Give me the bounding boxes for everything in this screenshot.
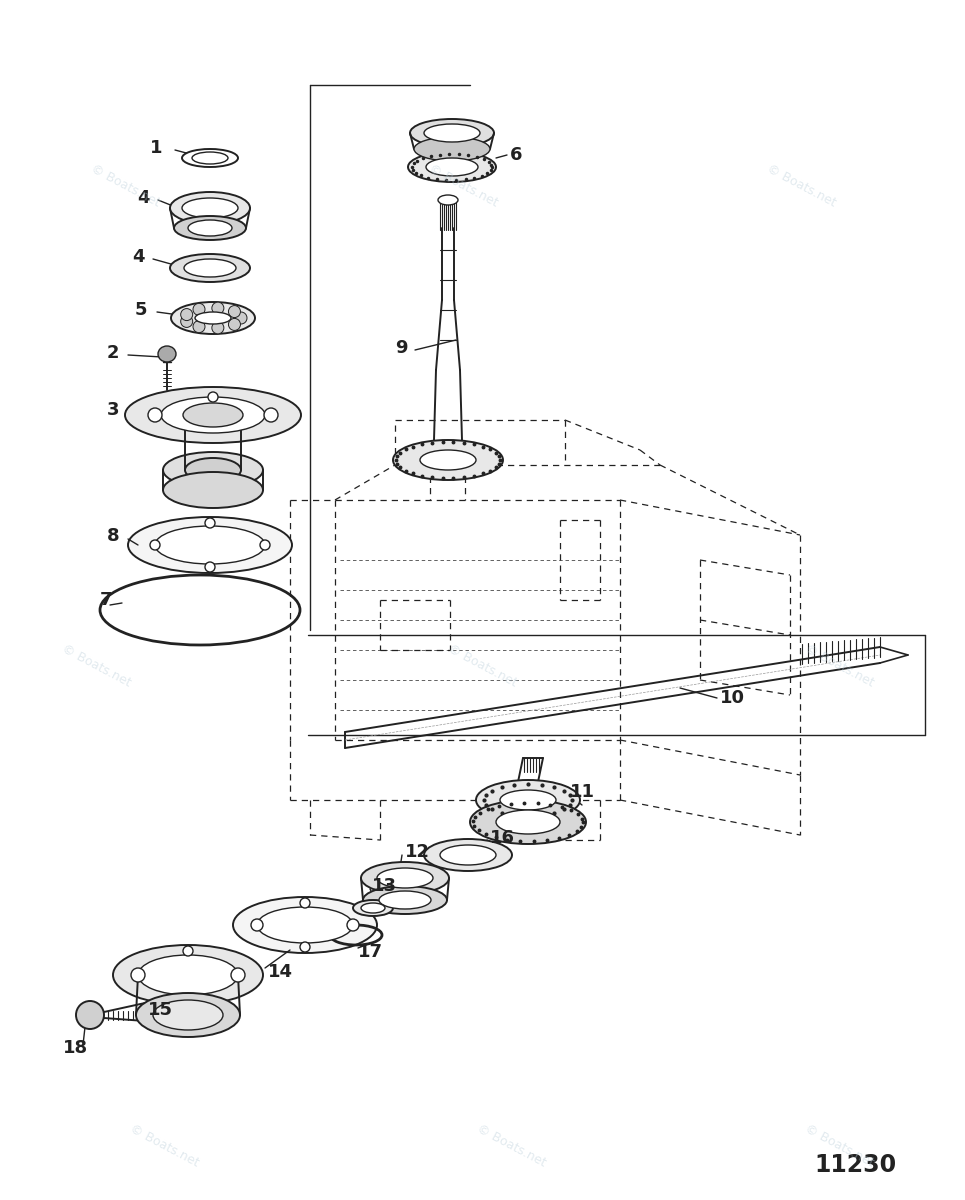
Ellipse shape [393,440,503,480]
Circle shape [235,312,247,324]
Text: 5: 5 [135,301,148,319]
Text: 1: 1 [150,139,162,157]
Ellipse shape [174,216,246,240]
Text: © Boats.net: © Boats.net [475,1122,548,1170]
Ellipse shape [377,868,433,888]
Text: 10: 10 [720,689,745,707]
Circle shape [208,392,218,402]
Circle shape [180,308,193,320]
Text: 11: 11 [570,782,595,802]
Text: 18: 18 [63,1039,88,1057]
Circle shape [131,968,145,982]
Text: 17: 17 [358,943,383,961]
Ellipse shape [414,137,490,161]
Circle shape [76,1001,104,1028]
Text: © Boats.net: © Boats.net [764,162,838,210]
Text: 14: 14 [268,962,293,982]
Ellipse shape [192,152,228,164]
Circle shape [260,540,270,550]
Text: © Boats.net: © Boats.net [803,1122,876,1170]
Ellipse shape [171,302,255,334]
Text: 13: 13 [372,877,397,895]
Ellipse shape [440,845,496,865]
Ellipse shape [195,312,231,324]
Ellipse shape [379,890,431,910]
Ellipse shape [158,346,176,362]
Ellipse shape [136,994,240,1037]
Text: © Boats.net: © Boats.net [60,642,133,690]
Ellipse shape [361,862,449,894]
Ellipse shape [233,898,377,953]
Circle shape [264,408,278,422]
Ellipse shape [163,472,263,508]
Ellipse shape [420,450,476,470]
Ellipse shape [500,790,556,810]
Text: 6: 6 [510,146,522,164]
Ellipse shape [138,955,238,995]
Circle shape [251,919,263,931]
Circle shape [229,306,240,318]
Ellipse shape [183,403,243,427]
Ellipse shape [163,452,263,488]
Ellipse shape [496,810,560,834]
Text: 4: 4 [137,188,150,206]
Ellipse shape [161,397,265,433]
Ellipse shape [353,900,393,916]
Text: 12: 12 [405,842,430,862]
Text: 4: 4 [132,248,145,266]
Circle shape [205,518,215,528]
Circle shape [193,320,205,332]
Ellipse shape [476,780,580,820]
Ellipse shape [188,220,232,236]
Ellipse shape [257,907,353,943]
Ellipse shape [424,124,480,142]
Text: 15: 15 [148,1001,173,1019]
Text: 3: 3 [107,401,120,419]
Ellipse shape [182,198,238,218]
Circle shape [229,318,240,330]
Circle shape [212,302,224,314]
Ellipse shape [361,902,385,913]
Ellipse shape [125,386,301,443]
Circle shape [347,919,359,931]
Circle shape [205,562,215,572]
Text: © Boats.net: © Boats.net [89,162,162,210]
Ellipse shape [185,458,241,482]
Text: 8: 8 [107,527,120,545]
Ellipse shape [170,254,250,282]
Circle shape [148,408,162,422]
Ellipse shape [170,192,250,224]
Circle shape [212,322,224,334]
Circle shape [300,898,310,908]
Circle shape [231,968,245,982]
Circle shape [180,316,193,328]
Text: © Boats.net: © Boats.net [803,642,876,690]
Text: © Boats.net: © Boats.net [446,642,519,690]
Ellipse shape [363,886,447,914]
Ellipse shape [424,839,512,871]
Text: 16: 16 [490,829,515,847]
Text: © Boats.net: © Boats.net [127,1122,201,1170]
Ellipse shape [155,526,265,564]
Circle shape [300,942,310,952]
Text: 7: 7 [100,590,113,608]
Ellipse shape [182,149,238,167]
Ellipse shape [470,800,586,844]
Ellipse shape [426,158,478,176]
Ellipse shape [128,517,292,572]
Ellipse shape [153,1000,223,1030]
Circle shape [183,946,193,956]
Ellipse shape [408,152,496,182]
Text: © Boats.net: © Boats.net [427,162,500,210]
Text: 9: 9 [395,338,407,358]
Ellipse shape [184,259,236,277]
Ellipse shape [410,119,494,146]
Circle shape [150,540,160,550]
Text: 2: 2 [107,344,120,362]
Circle shape [193,304,205,316]
Ellipse shape [113,946,263,1006]
Text: 11230: 11230 [813,1153,896,1177]
Ellipse shape [438,194,458,205]
